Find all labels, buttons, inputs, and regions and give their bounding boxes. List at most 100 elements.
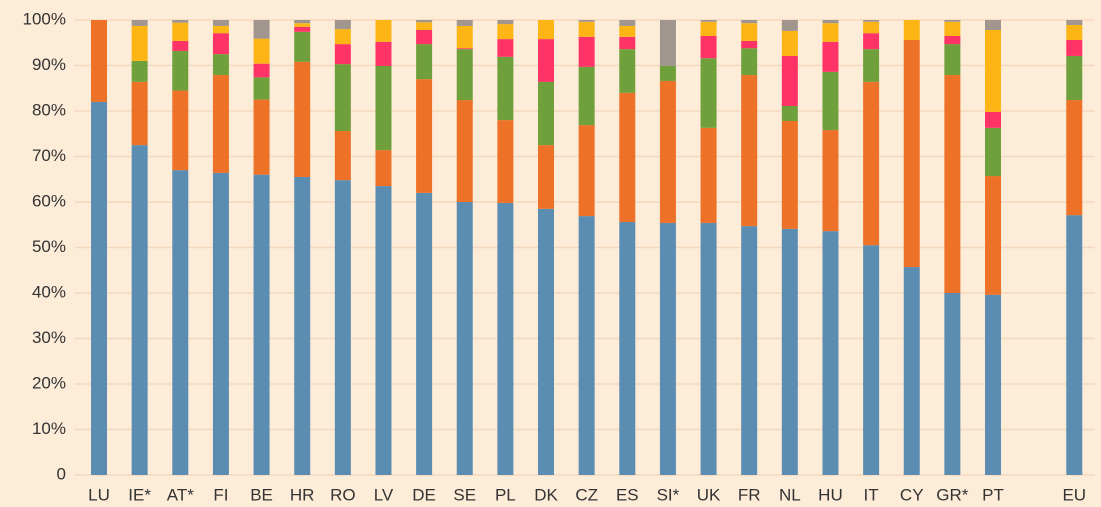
bar-segment bbox=[334, 29, 351, 45]
y-tick-label: 60% bbox=[32, 191, 66, 210]
y-tick-label: 10% bbox=[32, 419, 66, 438]
bar-segment bbox=[172, 40, 189, 51]
bar-segment bbox=[497, 202, 514, 475]
bar-segment bbox=[212, 25, 229, 34]
bar-segment bbox=[863, 245, 880, 475]
bar-segment bbox=[700, 20, 717, 22]
bar-segment bbox=[903, 267, 920, 475]
bar-segment bbox=[212, 75, 229, 173]
bar-segment bbox=[578, 66, 595, 126]
bar-segment bbox=[253, 99, 270, 175]
x-tick-label: PL bbox=[495, 485, 516, 504]
bar-segment bbox=[456, 100, 473, 202]
bar-segment bbox=[538, 208, 555, 475]
bar-segment bbox=[985, 294, 1002, 475]
bar-segment bbox=[619, 36, 636, 50]
bar-segment bbox=[863, 21, 880, 34]
bar-segment bbox=[416, 30, 433, 45]
bar-segment bbox=[700, 21, 717, 36]
bar-segment bbox=[538, 145, 555, 209]
y-tick-label: 50% bbox=[32, 237, 66, 256]
bar-segment bbox=[253, 174, 270, 475]
bar-segment bbox=[334, 44, 351, 65]
bar-segment bbox=[416, 44, 433, 80]
bar-segment bbox=[497, 120, 514, 203]
y-tick-label: 90% bbox=[32, 55, 66, 74]
bar-segment bbox=[985, 127, 1002, 177]
bar-segment bbox=[741, 23, 758, 41]
x-tick-label: IT bbox=[864, 485, 879, 504]
bar-segment bbox=[781, 20, 798, 31]
x-tick-label: FR bbox=[738, 485, 761, 504]
bar-segment bbox=[294, 20, 311, 24]
bar-segment bbox=[416, 20, 433, 23]
x-tick-label: UK bbox=[697, 485, 721, 504]
bar-segment bbox=[1066, 215, 1083, 475]
bar-segment bbox=[700, 127, 717, 223]
bar-segment bbox=[619, 49, 636, 93]
bar-segment bbox=[294, 31, 311, 62]
bar-segment bbox=[375, 186, 392, 475]
x-tick-label: SI* bbox=[657, 485, 680, 504]
bar-segment bbox=[375, 41, 392, 66]
x-tick-label: PT bbox=[982, 485, 1004, 504]
bar-segment bbox=[375, 150, 392, 187]
y-tick-label: 0 bbox=[57, 464, 66, 483]
bar-segment bbox=[253, 77, 270, 100]
x-tick-label: HU bbox=[818, 485, 843, 504]
bar-segment bbox=[334, 180, 351, 475]
bar-segment bbox=[172, 50, 189, 91]
x-tick-label: BE bbox=[250, 485, 273, 504]
x-tick-label: DE bbox=[412, 485, 436, 504]
bar-segment bbox=[1066, 25, 1083, 41]
bar-segment bbox=[497, 39, 514, 57]
y-tick-label: 100% bbox=[23, 9, 66, 28]
bar-segment bbox=[741, 40, 758, 49]
bar-segment bbox=[375, 20, 392, 42]
bar-segment bbox=[700, 222, 717, 475]
bar-segment bbox=[334, 20, 351, 30]
bar-segment bbox=[212, 54, 229, 76]
bar-segment bbox=[903, 20, 920, 41]
bar-segment bbox=[131, 20, 148, 26]
bar-segment bbox=[985, 20, 1002, 31]
bar-segment bbox=[741, 226, 758, 475]
bar-segment bbox=[294, 61, 311, 177]
bar-segment bbox=[659, 80, 676, 223]
y-tick-label: 30% bbox=[32, 328, 66, 347]
bar-segment bbox=[700, 58, 717, 128]
x-tick-label: SE bbox=[453, 485, 476, 504]
x-tick-label: FI bbox=[213, 485, 228, 504]
bar-segment bbox=[619, 222, 636, 475]
bar-segment bbox=[781, 121, 798, 229]
bar-segment bbox=[294, 26, 311, 32]
y-tick-label: 40% bbox=[32, 282, 66, 301]
bar-segment bbox=[172, 22, 189, 41]
bar-segment bbox=[822, 23, 839, 42]
bar-segment bbox=[294, 176, 311, 475]
x-tick-label: HR bbox=[290, 485, 315, 504]
x-tick-label: IE* bbox=[128, 485, 151, 504]
bar-segment bbox=[212, 20, 229, 26]
bar-segment bbox=[944, 293, 961, 475]
bar-segment bbox=[212, 33, 229, 55]
bar-segment bbox=[944, 21, 961, 36]
bar-segment bbox=[131, 145, 148, 475]
x-tick-label: LV bbox=[374, 485, 394, 504]
bar-segment bbox=[863, 49, 880, 82]
bar-segment bbox=[659, 222, 676, 475]
bar-segment bbox=[578, 125, 595, 217]
bar-segment bbox=[375, 65, 392, 151]
bar-segment bbox=[822, 71, 839, 131]
x-tick-label: CZ bbox=[575, 485, 598, 504]
bar-segment bbox=[497, 20, 514, 25]
bar-segment bbox=[822, 231, 839, 475]
bar-segment bbox=[781, 30, 798, 56]
bar-segment bbox=[416, 192, 433, 475]
bar-segment bbox=[456, 202, 473, 475]
bar-segment bbox=[944, 35, 961, 45]
bar-segment bbox=[944, 44, 961, 76]
bar-segment bbox=[1066, 55, 1083, 101]
bar-segment bbox=[700, 35, 717, 59]
